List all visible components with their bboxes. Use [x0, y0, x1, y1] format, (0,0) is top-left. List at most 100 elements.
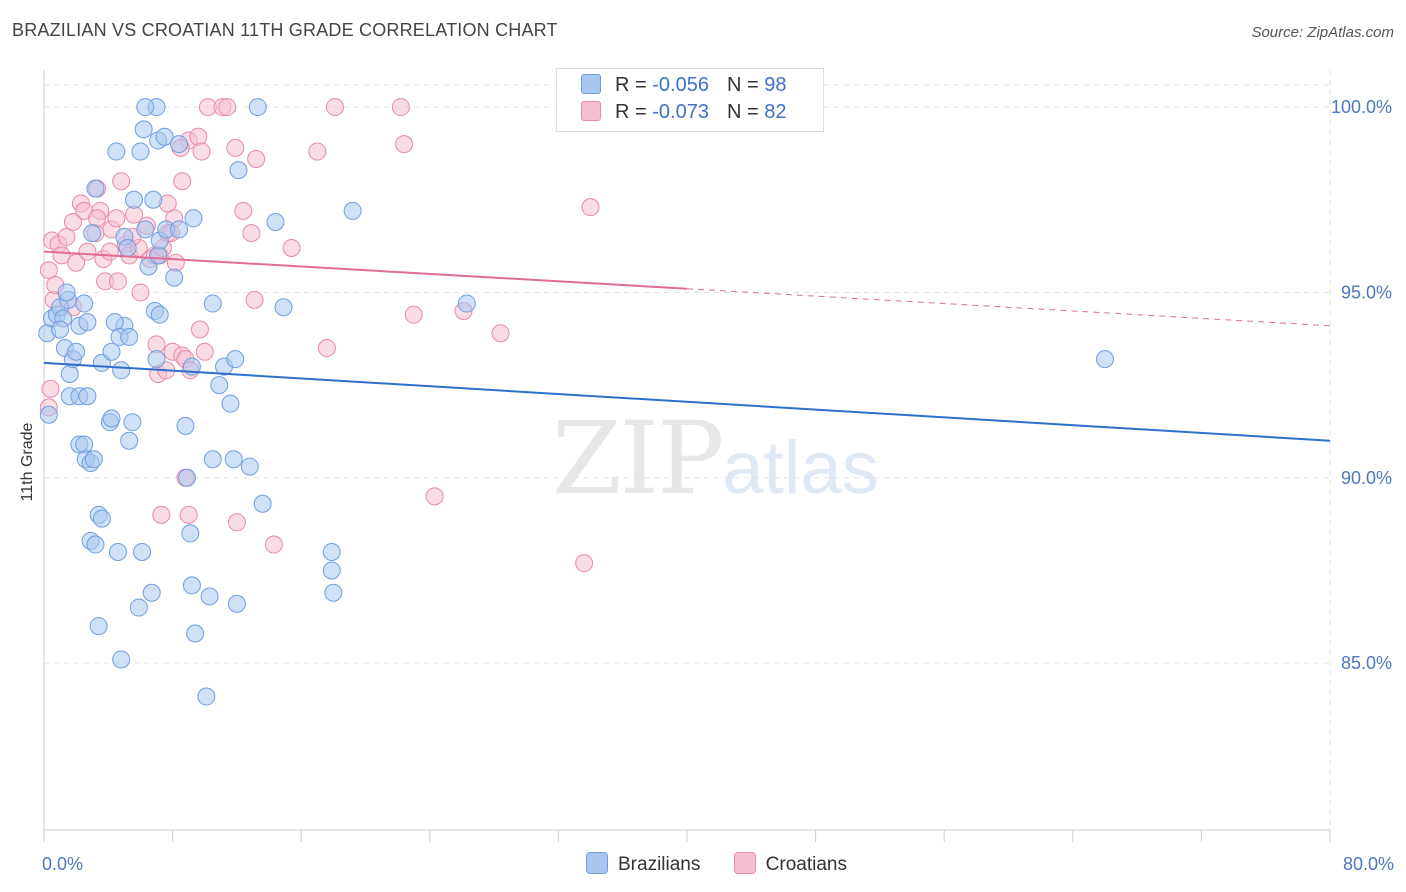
brazilian-point: [240, 457, 259, 476]
brazilian-point: [150, 305, 169, 324]
brazilian-point: [142, 583, 161, 602]
brazilian-point: [92, 509, 111, 528]
croatian-point: [152, 505, 171, 524]
grid-layer: [44, 70, 1331, 830]
croatian-point: [52, 246, 71, 265]
croatian-point: [234, 201, 253, 220]
brazilian-point: [86, 535, 105, 554]
brazilians-points: [38, 98, 1114, 706]
brazilian-point: [102, 342, 121, 361]
brazilian-point: [184, 209, 203, 228]
croatian-point: [63, 213, 82, 231]
brazilian-point: [134, 120, 153, 139]
source-label: Source: ZipAtlas.com: [1251, 24, 1394, 41]
croatian-point: [491, 324, 510, 343]
brazilian-point: [182, 576, 201, 595]
croatian-point: [264, 535, 283, 554]
brazilian-point: [322, 542, 341, 561]
brazilian-point: [324, 583, 343, 602]
series-legend: Brazilians Croatians: [586, 852, 875, 876]
brazilians-swatch: [581, 74, 601, 94]
brazilian-point: [155, 127, 174, 146]
croatian-point: [282, 238, 301, 257]
y-tick-label: 85.0%: [1341, 653, 1392, 673]
brazilian-point: [200, 587, 219, 606]
brazilian-point: [266, 213, 285, 231]
brazilian-point: [248, 98, 267, 117]
croatian-point: [195, 342, 214, 361]
legend-r-label: R =: [615, 74, 647, 96]
croatian-point: [39, 261, 58, 280]
croatians-trend-line: [43, 250, 688, 290]
brazilian-point: [457, 294, 476, 313]
legend-item-croatians[interactable]: Croatians: [733, 852, 847, 876]
brazilian-point: [136, 98, 155, 117]
croatian-point: [581, 198, 600, 217]
correlation-legend: R = -0.056 N = 98 R = -0.073 N = 82: [556, 68, 824, 132]
brazilian-point: [176, 416, 195, 435]
legend-r-label: R =: [615, 101, 647, 123]
brazilian-point: [274, 298, 293, 317]
croatian-point: [189, 127, 208, 146]
croatian-point: [575, 554, 594, 573]
legend-row-brazilians: R = -0.056 N = 98: [581, 74, 786, 100]
croatian-point: [317, 339, 336, 358]
brazilians-trend-line: [43, 361, 1331, 442]
brazilian-point: [57, 283, 76, 302]
brazilian-point: [75, 435, 94, 454]
croatian-point: [226, 138, 245, 157]
brazilian-point: [78, 387, 97, 406]
croatian-point: [227, 513, 246, 532]
croatian-point: [218, 98, 237, 117]
legend-n-label: N =: [726, 74, 759, 96]
brazilian-point: [227, 594, 246, 613]
croatian-point: [112, 172, 131, 191]
croatian-point: [245, 290, 264, 309]
brazilian-point: [120, 327, 139, 346]
croatians-legend-swatch: [733, 852, 756, 874]
brazilian-point: [83, 224, 102, 243]
brazilian-point: [197, 687, 216, 706]
chart-title: BRAZILIAN VS CROATIAN 11TH GRADE CORRELA…: [12, 20, 558, 40]
brazilian-point: [181, 524, 200, 543]
croatian-point: [242, 224, 261, 243]
croatian-point: [192, 142, 211, 161]
croatians-legend-label: Croatians: [765, 854, 847, 875]
brazilian-point: [129, 598, 148, 617]
legend-r-value: -0.073: [652, 101, 709, 123]
legend-item-brazilians[interactable]: Brazilians: [586, 852, 700, 876]
croatian-point: [57, 227, 76, 246]
brazilian-point: [112, 361, 131, 380]
brazilian-point: [120, 431, 139, 450]
brazilian-point: [178, 468, 197, 487]
brazilian-point: [133, 542, 152, 561]
croatian-point: [131, 283, 150, 302]
brazilian-point: [125, 190, 144, 209]
croatian-point: [108, 272, 127, 291]
brazilian-point: [149, 246, 168, 265]
brazilian-point: [89, 617, 108, 636]
brazilian-point: [112, 650, 131, 669]
croatian-point: [308, 142, 327, 161]
brazilian-point: [118, 238, 137, 257]
brazilian-point: [75, 294, 94, 313]
legend-row-croatians: R = -0.073 N = 82: [581, 101, 786, 127]
brazilian-point: [102, 409, 121, 428]
y-tick-label: 100.0%: [1331, 97, 1392, 117]
trend-layer: [43, 250, 1331, 442]
brazilian-point: [226, 350, 245, 369]
brazilian-point: [123, 413, 142, 432]
croatian-point: [78, 242, 97, 261]
croatian-point: [166, 253, 185, 272]
watermark-zip: ZIP: [552, 400, 724, 517]
brazilian-point: [343, 201, 362, 220]
x-tick-label: 80.0%: [1343, 854, 1394, 874]
brazilian-point: [86, 179, 105, 198]
brazilian-point: [51, 320, 70, 339]
croatians-swatch: [581, 101, 601, 121]
brazilian-point: [322, 561, 341, 580]
axis-layer: 85.0% 90.0% 95.0% 100.0% 0.0% 80.0%: [42, 70, 1394, 874]
croatian-point: [404, 305, 423, 324]
brazilian-point: [203, 294, 222, 313]
